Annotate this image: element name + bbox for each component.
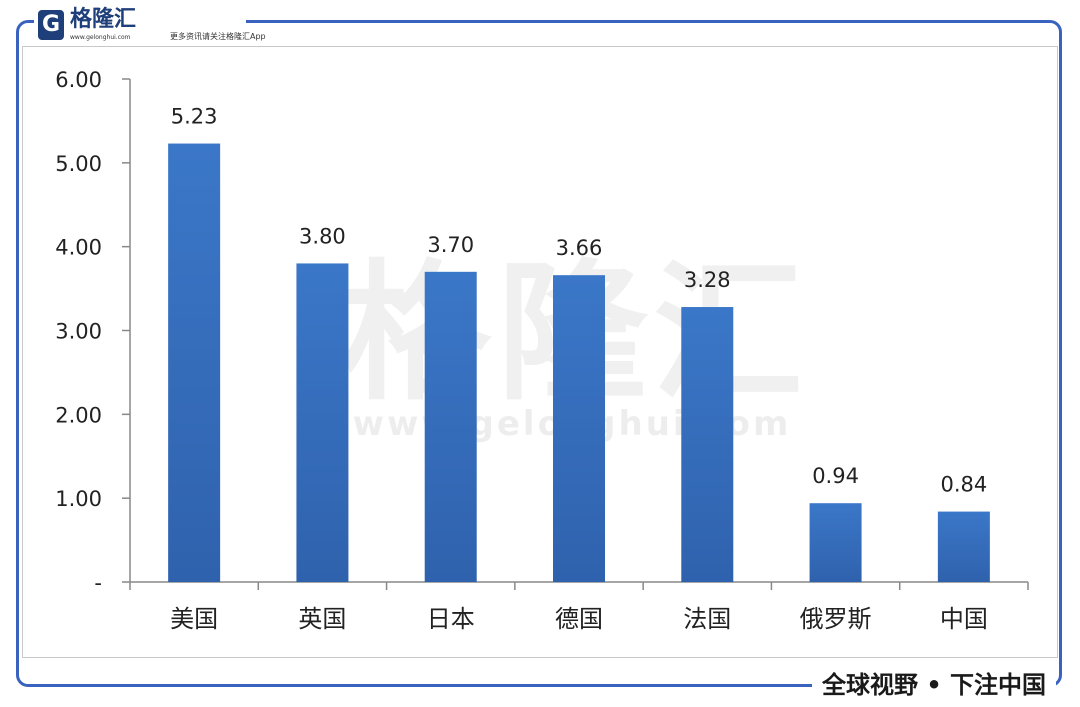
data-label-6: 0.84	[940, 473, 987, 497]
logo-letter: G	[41, 12, 61, 37]
data-label-1: 3.80	[299, 224, 346, 248]
data-label-3: 3.66	[556, 236, 603, 260]
bar-0	[168, 143, 221, 582]
brand-name: 格隆汇	[70, 7, 137, 32]
data-label-0: 5.23	[171, 105, 218, 129]
gelonghui-logo-icon: G	[38, 10, 64, 40]
category-label-1: 英国	[298, 605, 346, 633]
y-tick-label: 4.00	[55, 236, 102, 260]
bar-5	[809, 503, 862, 582]
category-label-6: 中国	[940, 605, 988, 633]
bar-1	[296, 263, 349, 582]
chart-axes: - 1.00 2.00 3.00 4.00 5.00 6.00	[55, 68, 1029, 595]
brand-site: www.gelonghui.com	[70, 34, 131, 41]
data-label-4: 3.28	[684, 268, 731, 292]
y-tick-label: -	[94, 571, 102, 595]
brand-slogan: 更多资讯请关注格隆汇App	[170, 32, 266, 41]
footer-slogan: 全球视野 • 下注中国	[812, 666, 1057, 704]
y-tick-label: 2.00	[55, 403, 102, 427]
y-tick-label: 3.00	[55, 320, 102, 344]
data-label-5: 0.94	[812, 464, 859, 488]
bar-3	[553, 275, 605, 582]
bar-6	[937, 511, 990, 582]
bar-4	[681, 307, 734, 582]
y-tick-label: 6.00	[55, 68, 102, 92]
chart-bars	[168, 143, 990, 582]
category-label-3: 德国	[555, 605, 603, 633]
chart-labels: 5.23 美国 3.80 英国 3.70 日本 3.66 德国 3.28 法国 0.94 俄罗斯 0.8…	[170, 105, 988, 633]
y-tick-label: 1.00	[55, 487, 102, 511]
category-label-2: 日本	[427, 605, 475, 633]
data-label-2: 3.70	[427, 233, 474, 257]
bar-2	[424, 271, 477, 582]
brand-header: G 格隆汇 www.gelonghui.com 更多资讯请关注格隆汇App	[34, 4, 266, 44]
category-label-5: 俄罗斯	[800, 605, 872, 633]
category-label-0: 美国	[170, 605, 218, 633]
category-label-4: 法国	[683, 605, 731, 633]
y-tick-label: 5.00	[55, 152, 102, 176]
